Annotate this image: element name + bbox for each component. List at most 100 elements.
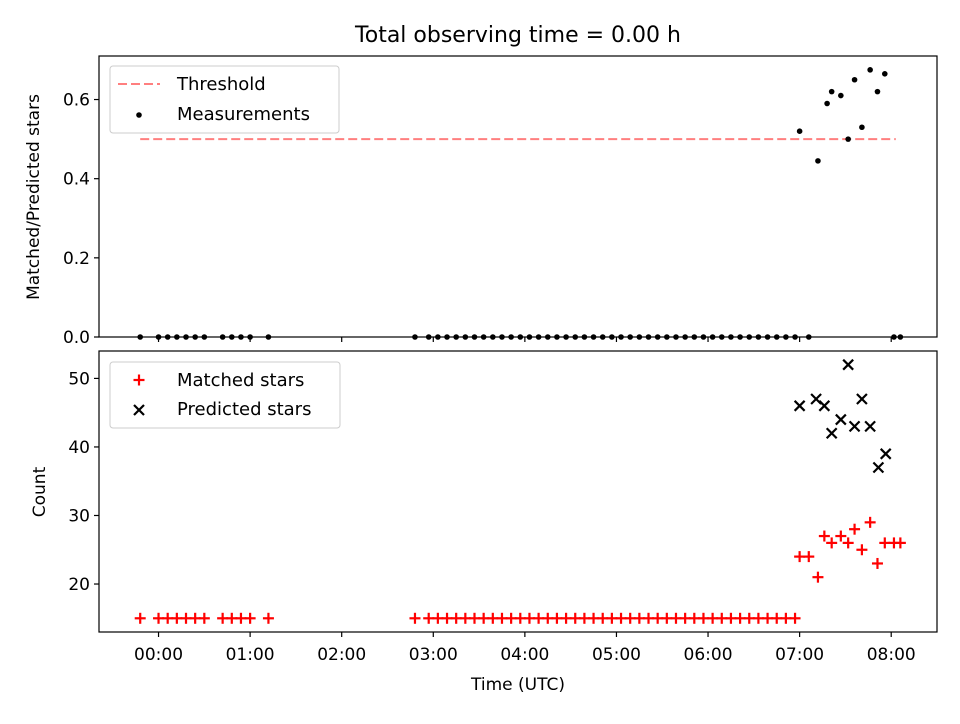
measurement-point [897, 334, 904, 340]
measurement-point [563, 334, 569, 340]
measurement-point [599, 334, 606, 340]
ratio-y-tick-label: 0.2 [63, 249, 90, 269]
legend-measurements-label: Measurements [177, 104, 310, 125]
matched-star-point [134, 612, 146, 624]
measurement-point [737, 334, 743, 340]
legend-predicted-cross [133, 404, 145, 416]
measurement-point [155, 334, 162, 340]
measurement-point [673, 334, 679, 340]
measurement-point [499, 334, 505, 340]
measurement-point [718, 334, 725, 340]
measurement-point [192, 334, 198, 340]
matched-star-point [871, 557, 883, 569]
predicted-star-point [872, 461, 885, 474]
measurement-point [881, 71, 888, 77]
predicted-star-point [842, 358, 854, 371]
x-tick-label: 05:00 [592, 645, 641, 665]
measurement-point [746, 334, 753, 340]
ratio-y-ticks: 0.0 0.2 0.4 0.6 [63, 91, 99, 348]
measurement-point [728, 334, 734, 340]
measurement-point [183, 334, 189, 340]
count-y-axis-label: Count [30, 466, 50, 517]
legend-measurements-marker [136, 112, 142, 118]
x-tick-label: 01:00 [226, 645, 275, 665]
predicted-star-point [856, 393, 868, 405]
measurement-point [867, 67, 873, 73]
ratio-legend-box [109, 65, 340, 134]
measurement-point [709, 334, 716, 340]
predicted-star-point [793, 400, 806, 412]
star-count-points [134, 358, 906, 624]
measurement-point [805, 334, 812, 340]
measurement-point [535, 334, 542, 340]
measurement-point [874, 88, 881, 95]
measurement-point [471, 334, 478, 340]
measurement-point [609, 334, 615, 340]
measurement-point [636, 334, 643, 340]
measurement-points [137, 67, 904, 340]
measurement-point [228, 334, 235, 340]
predicted-star-point [825, 427, 838, 440]
measurement-point [219, 334, 226, 340]
x-axis-label: Time (UTC) [470, 675, 565, 695]
measurement-point [664, 334, 670, 340]
legend-predicted-marker [133, 404, 145, 416]
measurement-point [412, 334, 418, 340]
matched-star-point [894, 537, 906, 549]
measurement-point [462, 334, 469, 340]
x-tick-label: 04:00 [500, 645, 549, 665]
count-legend: Matched stars Predicted stars [109, 361, 341, 429]
measurement-point [645, 334, 652, 340]
matched-star-point [198, 612, 210, 624]
matched-star-point [842, 537, 854, 549]
matched-star-point [262, 612, 274, 624]
measurement-point [554, 334, 560, 340]
measurement-point [700, 334, 707, 340]
matched-star-point [864, 516, 876, 528]
legend-threshold-label: Threshold [176, 74, 266, 95]
measurement-point [682, 334, 688, 340]
measurement-point [691, 334, 698, 340]
measurement-point [453, 334, 459, 340]
measurement-point [764, 334, 771, 340]
count-x-ticks: 00:00 01:00 02:00 03:00 04:00 05:00 06:00 07:00… [134, 632, 916, 665]
measurement-point [859, 124, 865, 131]
measurement-point [508, 334, 514, 340]
count-panel: Count Time (UTC) 20 30 40 50 00:00 01:00 02:0… [30, 350, 938, 695]
measurement-point [247, 334, 253, 340]
ratio-panel: Matched/Predicted stars 0.0 0.2 0.4 0.6 Thr… [24, 55, 938, 348]
measurement-point [480, 334, 487, 340]
measurement-point [590, 334, 597, 340]
count-y-tick-label: 40 [68, 438, 90, 458]
ratio-y-tick-label: 0.4 [63, 170, 90, 190]
measurement-point [654, 334, 661, 340]
measurement-point [845, 136, 851, 142]
predicted-star-point [818, 400, 831, 412]
predicted-star-point [864, 420, 876, 433]
matched-star-point [826, 537, 838, 549]
x-tick-label: 07:00 [775, 645, 824, 665]
measurement-point [174, 334, 180, 340]
predicted-star-point [835, 413, 847, 426]
measurement-point [627, 334, 633, 340]
count-y-tick-label: 20 [68, 575, 90, 595]
matched-star-point [849, 523, 861, 535]
measurement-point [755, 334, 762, 340]
matched-star-point [835, 530, 847, 542]
measurement-point [828, 88, 835, 95]
measurement-point [490, 334, 496, 340]
measurement-point [201, 334, 208, 340]
count-plot-frame [98, 350, 938, 633]
ratio-y-axis-label: Matched/Predicted stars [24, 94, 44, 300]
measurement-point [238, 334, 244, 340]
measurement-point [425, 334, 432, 340]
matched-star-point [244, 612, 256, 624]
chart-title: Total observing time = 0.00 h [354, 23, 681, 48]
measurement-point [773, 334, 780, 340]
measurement-point [265, 334, 272, 340]
count-y-tick-label: 50 [68, 369, 90, 389]
measurement-point [851, 76, 858, 83]
measurement-point [444, 334, 450, 340]
measurement-point [581, 334, 588, 340]
